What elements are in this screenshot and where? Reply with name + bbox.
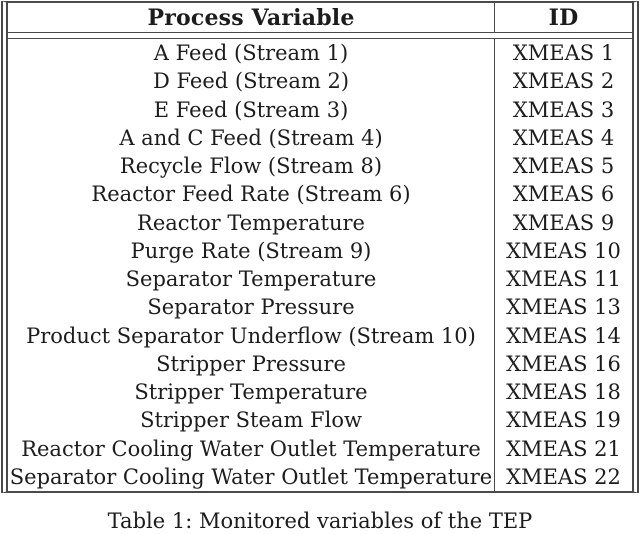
table-row: Separator Temperature XMEAS 11 [8,265,632,294]
table-row: Stripper Pressure XMEAS 16 [8,349,632,378]
process-variable-cell: Separator Cooling Water Outlet Temperatu… [8,462,495,491]
process-variable-cell: Recycle Flow (Stream 8) [8,152,495,181]
id-cell: XMEAS 10 [506,238,621,263]
id-cell: XMEAS 21 [506,436,621,461]
header-double-rule [8,32,632,39]
process-variable-cell: Separator Temperature [8,265,495,294]
table-row: Recycle Flow (Stream 8) XMEAS 5 [8,152,632,181]
process-variable-cell: Product Separator Underflow (Stream 10) [8,321,495,350]
id-cell: XMEAS 16 [506,351,621,376]
id-cell: XMEAS 6 [512,182,615,207]
id-cell: XMEAS 1 [512,41,615,66]
id-cell: XMEAS 3 [512,97,615,122]
table-row: Separator Pressure XMEAS 13 [8,293,632,322]
column-header-process-variable: Process Variable [8,3,495,32]
process-variable-cell: Stripper Steam Flow [8,406,495,435]
process-variable-cell: Stripper Temperature [8,378,495,407]
monitored-variables-table: Process Variable ID A Feed (Stream 1) XME… [1,1,639,493]
id-cell: XMEAS 22 [506,464,621,489]
id-cell: XMEAS 14 [506,323,621,348]
table-row: Stripper Temperature XMEAS 18 [8,378,632,407]
table-row: Product Separator Underflow (Stream 10) X… [8,321,632,350]
process-variable-cell: Separator Pressure [8,293,495,322]
table-row: D Feed (Stream 2) XMEAS 2 [8,67,632,96]
table-row: Separator Cooling Water Outlet Temperatu… [8,462,632,491]
process-variable-cell: Reactor Cooling Water Outlet Temperature [8,434,495,463]
process-variable-cell: Purge Rate (Stream 9) [8,236,495,265]
column-header-id: ID [548,4,579,31]
process-variable-cell: A and C Feed (Stream 4) [8,123,495,152]
table-header-row: Process Variable ID [8,3,632,32]
id-cell: XMEAS 2 [512,69,615,94]
id-cell: XMEAS 19 [506,408,621,433]
process-variable-cell: E Feed (Stream 3) [8,95,495,124]
process-variable-cell: A Feed (Stream 1) [8,39,495,68]
process-variable-cell: Reactor Feed Rate (Stream 6) [8,180,495,209]
table-row: Reactor Feed Rate (Stream 6) XMEAS 6 [8,180,632,209]
id-cell: XMEAS 9 [512,210,615,235]
table-row: Reactor Cooling Water Outlet Temperature… [8,434,632,463]
id-cell: XMEAS 5 [512,154,615,179]
id-cell: XMEAS 18 [506,380,621,405]
process-variable-cell: D Feed (Stream 2) [8,67,495,96]
process-variable-cell: Reactor Temperature [8,208,495,237]
table-row: E Feed (Stream 3) XMEAS 3 [8,95,632,124]
table-row: Stripper Steam Flow XMEAS 19 [8,406,632,435]
table-row: A Feed (Stream 1) XMEAS 1 [8,39,632,68]
table-caption: Table 1: Monitored variables of the TEP [107,509,533,533]
id-cell: XMEAS 11 [506,267,621,292]
process-variable-cell: Stripper Pressure [8,349,495,378]
table-row: Reactor Temperature XMEAS 9 [8,208,632,237]
table-row: A and C Feed (Stream 4) XMEAS 4 [8,123,632,152]
id-cell: XMEAS 4 [512,125,615,150]
table-row: Purge Rate (Stream 9) XMEAS 10 [8,236,632,265]
id-cell: XMEAS 13 [506,295,621,320]
